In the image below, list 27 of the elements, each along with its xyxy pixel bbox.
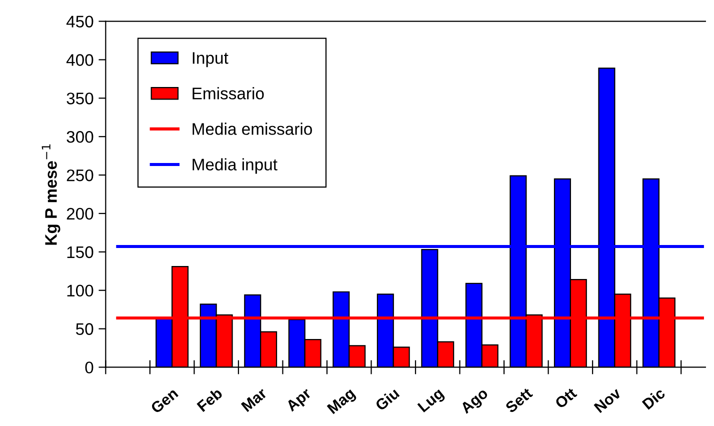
x-tick-label: Feb — [196, 387, 224, 412]
x-tick-label: Nov — [594, 387, 622, 414]
legend-label: Media input — [192, 158, 278, 174]
x-tick-label: Apr — [285, 387, 314, 414]
x-tick-label: Ott — [554, 387, 578, 410]
x-tick-label: Ago — [460, 387, 491, 416]
legend-label: Input — [192, 52, 228, 68]
x-tick-label: Sett — [504, 387, 534, 414]
y-tick-label: 300 — [66, 131, 94, 143]
x-tick-label: Lug — [417, 388, 446, 415]
y-tick-label: 250 — [66, 169, 94, 182]
x-tick-label: Dic — [642, 386, 666, 410]
x-tick-label: Giu — [374, 387, 400, 412]
y-tick-label: 100 — [67, 284, 94, 297]
y-tick-label: 450 — [66, 16, 94, 28]
y-axis-title: Kg P mese$^{−1}$ — [42, 144, 60, 245]
x-tick-label: Mar — [240, 387, 268, 412]
y-tick-label: 150 — [67, 246, 94, 258]
y-tick-label: 350 — [66, 92, 94, 104]
y-tick-label: 400 — [66, 54, 94, 66]
y-tick-label: 0 — [85, 362, 94, 374]
x-tick-label: Gen — [150, 388, 179, 414]
legend-label: Media emissario — [192, 122, 312, 135]
x-tick-label: Mag — [326, 388, 358, 417]
y-tick-label: 50 — [76, 323, 94, 335]
legend-label: Emissario — [192, 87, 264, 100]
y-tick-label: 200 — [66, 208, 94, 220]
